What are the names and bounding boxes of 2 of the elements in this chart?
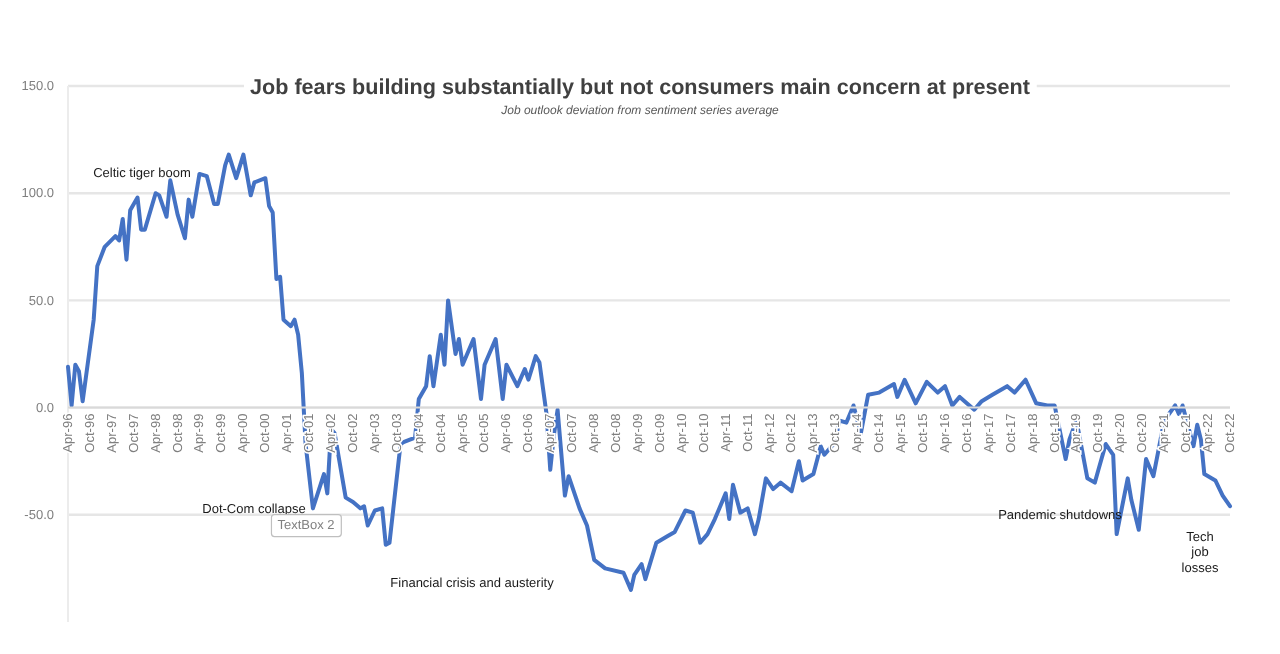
chart-title: Job fears building substantially but not consumers main concern at present <box>250 76 1031 100</box>
line-series <box>66 152 1232 592</box>
